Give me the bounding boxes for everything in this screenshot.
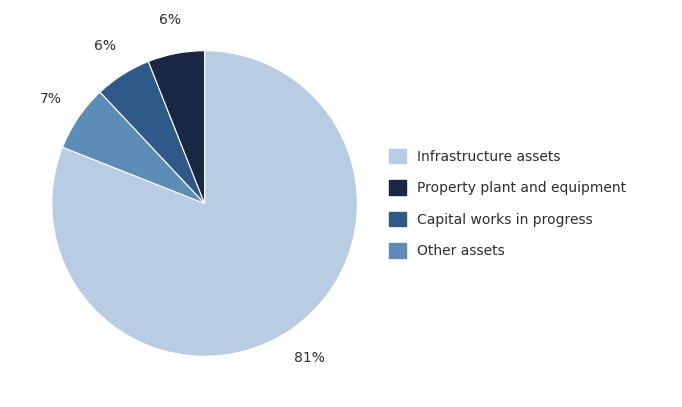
Text: 6%: 6%: [159, 13, 181, 27]
Wedge shape: [149, 51, 205, 204]
Wedge shape: [52, 51, 357, 356]
Text: 7%: 7%: [40, 92, 61, 106]
Legend: Infrastructure assets, Property plant and equipment, Capital works in progress, : Infrastructure assets, Property plant an…: [382, 142, 633, 265]
Text: 81%: 81%: [294, 351, 325, 365]
Text: 6%: 6%: [93, 39, 116, 53]
Wedge shape: [100, 61, 205, 203]
Wedge shape: [63, 92, 205, 204]
